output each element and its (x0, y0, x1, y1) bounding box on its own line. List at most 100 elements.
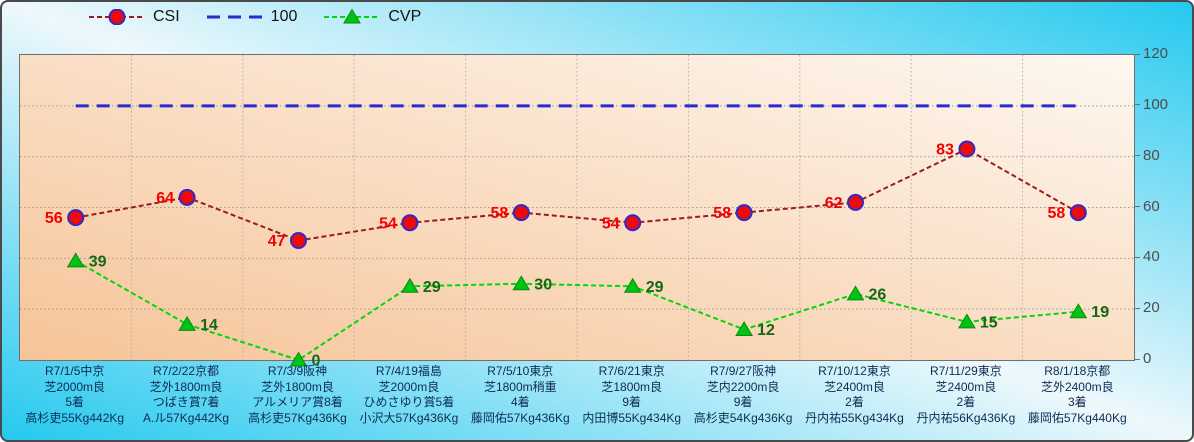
cvp-point-marker (623, 277, 642, 293)
race-jockey-weight: 藤岡佑57Kg440Kg (1027, 410, 1127, 425)
data-label-CSI: 54 (379, 215, 397, 232)
race-surface-distance: 芝外1800m良 (261, 379, 334, 394)
category-label: R7/6/21東京 芝1800m良 9着 内田博55Kg434Kg (576, 364, 687, 426)
cvp-line-marker-icon (324, 9, 381, 24)
data-label-CSI: 64 (156, 190, 174, 207)
cvp-point-marker (1069, 303, 1088, 319)
race-jockey-weight: 小沢大57Kg436Kg (359, 410, 459, 425)
cvp-point-marker (289, 351, 308, 367)
data-label-CVP: 12 (757, 322, 775, 339)
y-axis-tick-label: 40 (1143, 248, 1160, 266)
cvp-point-marker (846, 285, 865, 301)
data-label-CSI: 47 (268, 233, 286, 250)
race-jockey-weight: A.ル57Kg442Kg (143, 410, 230, 425)
data-label-CSI: 58 (1048, 205, 1066, 222)
y-axis-tick-mark (1134, 358, 1140, 360)
race-surface-distance: 芝1800m良 (601, 379, 663, 394)
plot-area: 56 64 47 54 58 54 58 62 83 58 39 14 0 29 30 29 12 26 15 19 (19, 54, 1135, 370)
csi-point-marker (401, 214, 419, 232)
category-label: R7/2/22京都 芝外1800m良 つばき賞7着 A.ル57Kg442Kg (130, 364, 241, 426)
cvp-point-marker (66, 252, 85, 268)
legend-item-100: 100 (206, 8, 297, 26)
race-surface-distance: 芝2400m良 (824, 379, 885, 394)
race-surface-distance: 芝2000m良 (378, 379, 440, 394)
csi-point-marker (958, 140, 976, 158)
y-axis-tick-label: 100 (1143, 95, 1169, 113)
category-label: R7/5/10東京 芝1800m稍重 4着 藤岡佑57Kg436Kg (465, 364, 576, 426)
data-label-CSI: 58 (491, 205, 509, 222)
csi-point-marker (624, 214, 642, 232)
cvp-point-marker (512, 275, 531, 291)
csi-point-marker (108, 9, 126, 25)
csi-point-marker (67, 209, 85, 227)
series-CVP: 39 14 0 29 30 29 12 26 15 19 (66, 252, 1109, 370)
race-jockey-weight: 内田博55Kg434Kg (582, 410, 682, 425)
race-date-course: R7/9/27阪神 (710, 364, 777, 378)
legend-item-cvp: CVP (323, 8, 421, 26)
legend-item-csi: CSI (88, 8, 180, 26)
csi-line-marker-icon (89, 9, 145, 25)
data-label-CVP: 30 (534, 276, 552, 293)
y-axis-tick-mark (1134, 155, 1140, 157)
race-jockey-weight: 高杉吏57Kg436Kg (248, 410, 347, 425)
category-label: R8/1/18京都 芝外2400m良 3着 藤岡佑57Kg440Kg (1022, 364, 1133, 426)
race-name-finish: 3着 (1067, 395, 1087, 409)
race-date-course: R8/1/18京都 (1044, 364, 1111, 378)
race-date-course: R7/10/12東京 (818, 364, 891, 378)
race-surface-distance: 芝1800m稍重 (483, 379, 557, 394)
series-CSI: 56 64 47 54 58 54 58 62 83 58 (45, 140, 1087, 250)
csi-point-marker (735, 204, 753, 222)
category-label: R7/3/9阪神 芝外1800m良 アルメリア賞8着 高杉吏57Kg436Kg (242, 364, 353, 426)
cvp-point-marker (735, 321, 753, 336)
data-label-CSI: 54 (602, 215, 620, 232)
race-jockey-weight: 藤岡佑57Kg436Kg (470, 410, 570, 425)
race-date-course: R7/11/29東京 (929, 364, 1002, 378)
category-label: R7/9/27阪神 芝内2200m良 9着 高杉吏54Kg436Kg (687, 364, 798, 426)
race-date-course: R7/6/21東京 (598, 364, 665, 378)
category-label: R7/1/5中京 芝2000m良 5着 高杉吏55Kg442Kg (19, 364, 130, 426)
race-name-finish: つばき賞7着 (152, 395, 220, 409)
race-surface-distance: 芝2000m良 (44, 379, 106, 394)
legend-label-cvp: CVP (388, 8, 422, 25)
cvp-point-marker (401, 277, 419, 293)
csi-point-marker (847, 193, 864, 211)
data-label-CSI: 56 (45, 210, 63, 227)
race-date-course: R7/2/22京都 (153, 364, 220, 378)
category-label: R7/11/29東京 芝2400m良 2着 丹内祐56Kg436Kg (910, 364, 1021, 426)
y-axis-tick-label: 0 (1143, 350, 1152, 367)
legend: CSI 100 CVP (88, 8, 421, 26)
data-label-CVP: 14 (200, 317, 218, 334)
race-jockey-weight: 高杉吏55Kg442Kg (25, 410, 125, 425)
csi-point-marker (178, 188, 196, 206)
y-axis-tick-mark (1134, 307, 1140, 309)
data-label-CVP: 0 (312, 353, 321, 370)
race-surface-distance: 芝外2400m良 (1040, 379, 1114, 394)
data-label-CSI: 83 (936, 142, 954, 159)
race-date-course: R7/5/10東京 (487, 364, 554, 378)
series-line-CVP (75, 260, 1079, 362)
race-jockey-weight: 丹内祐55Kg434Kg (805, 410, 904, 425)
data-label-CVP: 15 (980, 314, 998, 331)
race-name-finish: 2着 (956, 395, 976, 409)
race-date-course: R7/4/19福島 (375, 364, 442, 378)
race-jockey-weight: 丹内祐56Kg436Kg (916, 410, 1016, 425)
data-label-CVP: 39 (89, 253, 107, 270)
legend-label-csi: CSI (153, 8, 180, 25)
cvp-point-marker (178, 315, 196, 331)
race-name-finish: 2着 (845, 395, 864, 409)
race-name-finish: アルメリア賞8着 (252, 395, 343, 409)
csi-point-marker (1069, 204, 1087, 222)
race-date-course: R7/3/9阪神 (267, 364, 328, 378)
y-axis-tick-mark (1134, 256, 1140, 258)
race-surface-distance: 芝外1800m良 (149, 379, 223, 394)
race-name-finish: 9着 (733, 395, 753, 409)
category-label: R7/10/12東京 芝2400m良 2着 丹内祐55Kg434Kg (799, 364, 910, 426)
race-name-finish: 9着 (622, 395, 642, 409)
race-date-course: R7/1/5中京 (45, 364, 105, 378)
race-jockey-weight: 高杉吏54Kg436Kg (693, 410, 793, 425)
csi-point-marker (512, 204, 530, 222)
data-label-CSI: 58 (713, 205, 731, 222)
y-axis-tick-mark (1134, 53, 1140, 55)
reference-line-icon (206, 15, 263, 19)
